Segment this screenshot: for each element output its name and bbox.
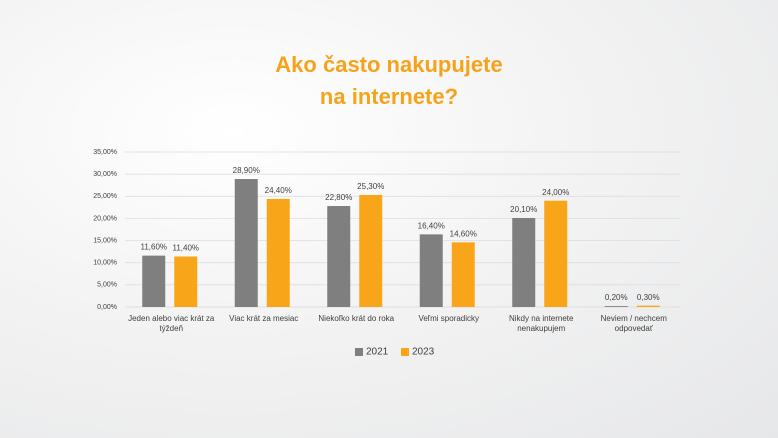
legend-swatch xyxy=(401,348,409,356)
y-tick-label: 25,00% xyxy=(93,193,117,200)
y-tick-label: 0,00% xyxy=(97,304,117,311)
value-label: 0,20% xyxy=(605,293,628,302)
y-tick-label: 10,00% xyxy=(93,260,117,267)
y-tick-label: 35,00% xyxy=(93,149,117,156)
value-label: 16,40% xyxy=(418,221,445,230)
value-label: 22,80% xyxy=(325,193,352,202)
value-label: 11,40% xyxy=(172,244,199,253)
legend-label: 2023 xyxy=(412,347,435,358)
bar xyxy=(266,198,290,307)
x-tick-label: Veľmi sporadicky xyxy=(418,314,480,323)
bar xyxy=(544,200,568,307)
bar xyxy=(604,306,628,307)
bar xyxy=(174,256,198,307)
x-tick-label: Jeden alebo viac krát za týždeň xyxy=(128,314,215,333)
bar xyxy=(142,255,166,307)
bar xyxy=(451,242,475,307)
legend-label: 2021 xyxy=(366,347,389,358)
value-label: 24,40% xyxy=(265,186,292,195)
y-tick-label: 15,00% xyxy=(93,237,117,244)
bar xyxy=(359,194,383,307)
value-label: 0,30% xyxy=(637,293,660,302)
bar xyxy=(636,305,660,307)
bar xyxy=(512,217,536,307)
y-tick-label: 30,00% xyxy=(93,171,117,178)
y-tick-label: 20,00% xyxy=(93,215,117,222)
value-label: 25,30% xyxy=(357,182,384,191)
x-tick-label: Neviem / nechcem odpovedať xyxy=(600,314,667,333)
value-label: 24,00% xyxy=(542,188,569,197)
y-tick-label: 5,00% xyxy=(97,282,117,289)
legend-swatch xyxy=(355,348,363,356)
bar xyxy=(327,206,351,307)
value-label: 11,60% xyxy=(140,243,167,252)
x-tick-label: Nikdy na internete nenakupujem xyxy=(509,314,574,333)
value-label: 20,10% xyxy=(510,205,537,214)
x-tick-label: Niekoľko krát do roka xyxy=(318,314,395,323)
value-label: 14,60% xyxy=(450,229,477,238)
x-tick-label: Viac krát za mesiac xyxy=(229,314,299,323)
chart-title: Ako často nakupujete na internete? xyxy=(275,52,502,109)
bar xyxy=(234,179,258,307)
value-label: 28,90% xyxy=(233,166,260,175)
bar xyxy=(419,234,443,307)
